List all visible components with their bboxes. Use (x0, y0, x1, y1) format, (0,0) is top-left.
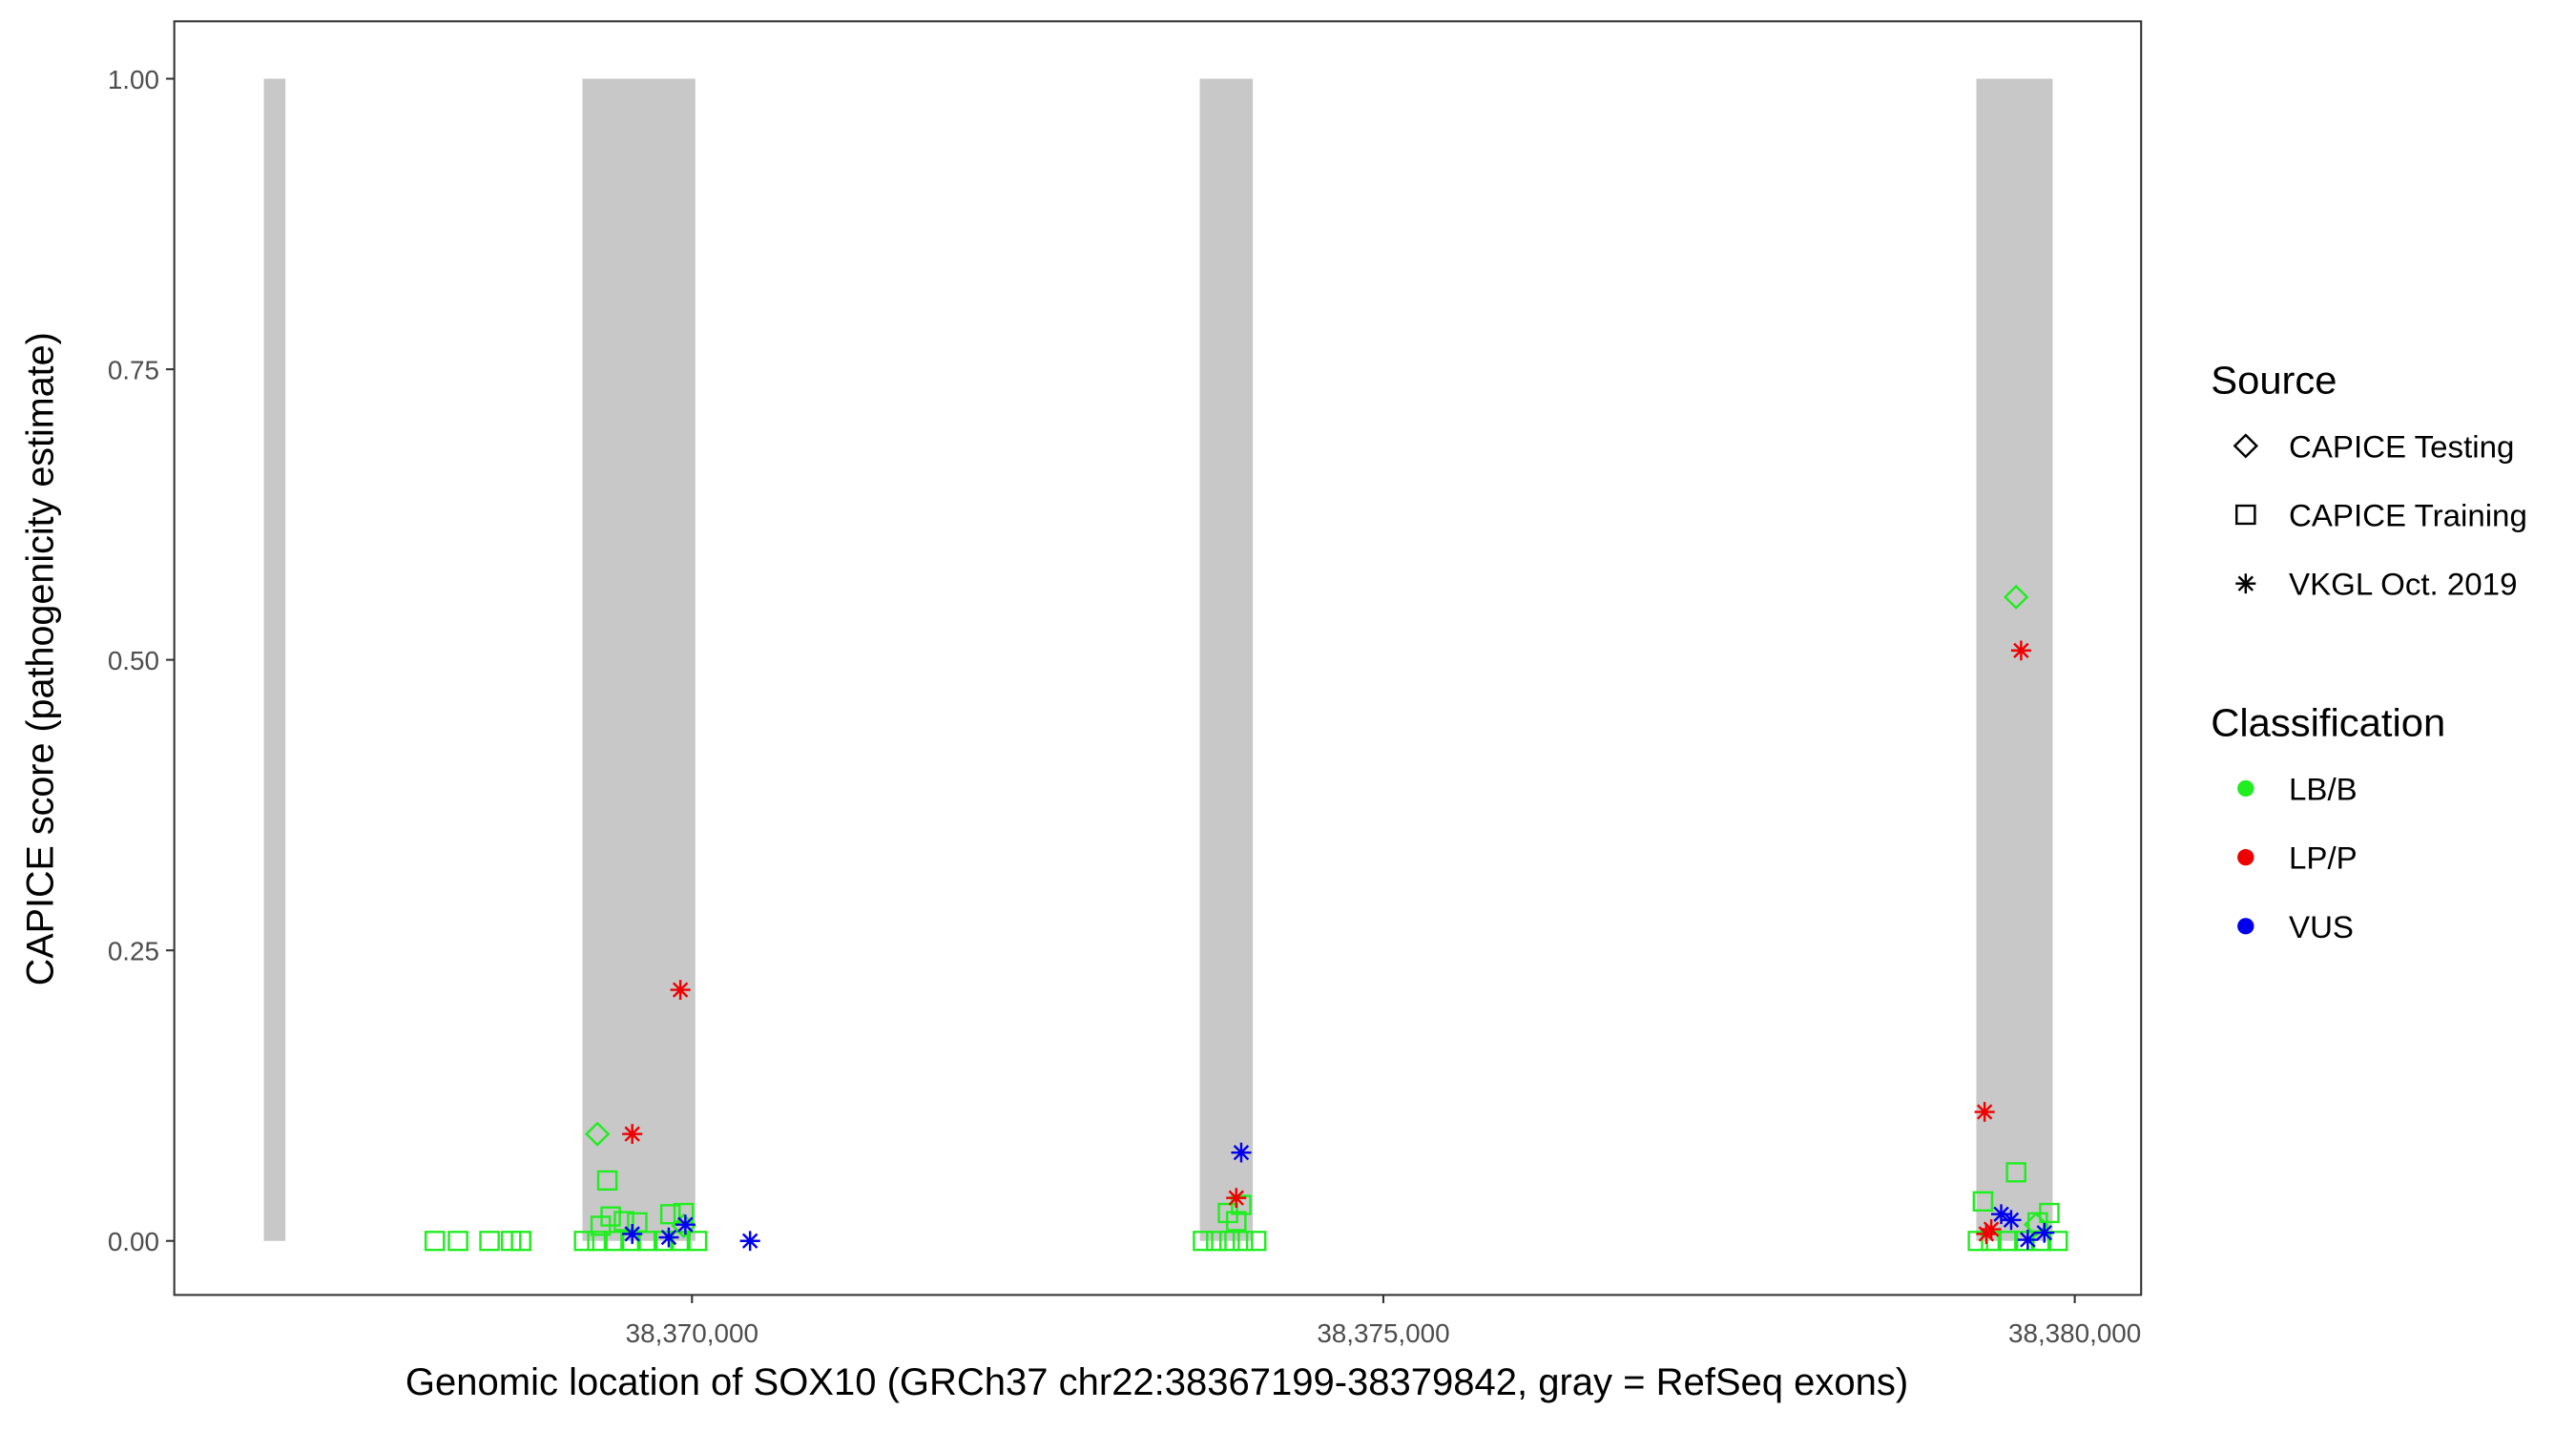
point (1976, 1224, 1997, 1244)
legend-key (2233, 433, 2259, 459)
point (1974, 1102, 1995, 1122)
legend-key (2237, 849, 2254, 866)
point (1226, 1188, 1247, 1209)
point (447, 1231, 468, 1252)
panel-border (173, 20, 2143, 1296)
point (2039, 1202, 2060, 1224)
exon (582, 78, 696, 1241)
legend-label: VUS (2289, 909, 2354, 944)
point (2001, 1210, 2022, 1231)
y-tick-label: 0.25 (108, 937, 159, 966)
legend-key (2235, 504, 2256, 526)
point (739, 1231, 760, 1252)
legend-label: CAPICE Training (2289, 498, 2527, 533)
point (1991, 1204, 2012, 1225)
point (622, 1224, 643, 1244)
point (424, 1231, 446, 1252)
point (670, 980, 691, 1000)
x-tick-label: 38,375,000 (1317, 1318, 1449, 1348)
point (1231, 1194, 1252, 1215)
y-tick-label: 0.00 (108, 1227, 159, 1256)
point (2034, 1222, 2055, 1243)
legend-label: LP/P (2289, 840, 2358, 876)
point (1225, 1211, 1247, 1232)
point (671, 1213, 696, 1238)
point (600, 1206, 621, 1227)
point (479, 1231, 500, 1252)
legend: Source CAPICE Testing CAPICE Training VKGL … (2211, 358, 2527, 944)
point (2046, 1231, 2068, 1252)
point (596, 1170, 618, 1192)
point (1231, 1142, 1252, 1163)
point (2017, 1230, 2038, 1250)
exon (263, 78, 286, 1241)
exon (1199, 78, 1254, 1241)
point (2005, 1162, 2026, 1183)
x-axis-title: Genomic location of SOX10 (GRCh37 chr22:… (405, 1361, 1908, 1403)
legend-title: Source (2211, 358, 2337, 403)
point (627, 1212, 648, 1233)
point (510, 1231, 531, 1252)
point (2023, 1212, 2049, 1237)
legend-key (2235, 573, 2256, 594)
exon (1976, 78, 2053, 1241)
legend-title: Classification (2211, 700, 2445, 745)
point (1245, 1231, 1267, 1252)
y-tick-label: 1.00 (108, 65, 159, 94)
point (2003, 584, 2029, 610)
legend-key (2237, 779, 2254, 798)
point (686, 1231, 708, 1252)
point (673, 1202, 695, 1224)
legend-key (2237, 918, 2254, 935)
point (590, 1215, 612, 1236)
legend-label: VKGL Oct. 2019 (2289, 567, 2517, 602)
point (658, 1227, 679, 1248)
y-axis-title: CAPICE score (pathogenicity estimate) (19, 332, 61, 985)
point (675, 1214, 696, 1235)
y-tick-label: 0.50 (108, 646, 159, 675)
x-tick-label: 38,380,000 (2008, 1318, 2141, 1348)
legend-label: LB/B (2289, 772, 2358, 807)
point (1972, 1191, 1994, 1212)
legend-label: CAPICE Testing (2289, 429, 2514, 465)
point (622, 1124, 643, 1145)
point (2010, 640, 2031, 661)
plot-panel (263, 78, 2068, 1252)
x-tick-label: 38,370,000 (626, 1318, 758, 1348)
point (584, 1121, 611, 1147)
y-tick-label: 0.75 (108, 356, 159, 385)
